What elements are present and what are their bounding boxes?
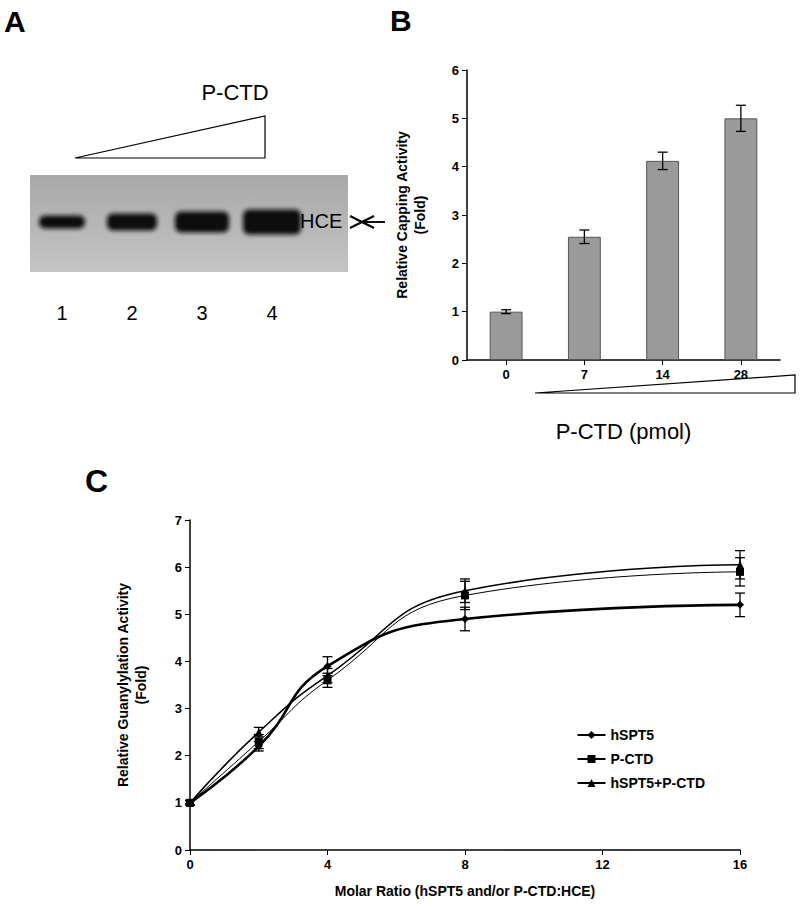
svg-text:8: 8	[461, 857, 468, 872]
svg-text:0: 0	[186, 857, 193, 872]
svg-text:4: 4	[175, 654, 183, 669]
svg-text:P-CTD (pmol): P-CTD (pmol)	[556, 419, 692, 444]
svg-text:7: 7	[175, 513, 182, 528]
svg-text:1: 1	[56, 302, 67, 324]
svg-text:16: 16	[733, 857, 747, 872]
svg-text:A: A	[4, 5, 26, 38]
svg-text:4: 4	[324, 857, 332, 872]
svg-text:3: 3	[175, 701, 182, 716]
svg-text:5: 5	[175, 607, 182, 622]
svg-text:6: 6	[452, 63, 459, 78]
svg-text:hSPT5: hSPT5	[610, 727, 654, 743]
svg-text:4: 4	[266, 302, 277, 324]
svg-text:P-CTD: P-CTD	[610, 751, 653, 767]
svg-text:2: 2	[452, 256, 459, 271]
svg-text:0: 0	[452, 353, 459, 368]
svg-text:3: 3	[196, 302, 207, 324]
svg-text:P-CTD: P-CTD	[201, 80, 268, 105]
svg-text:Relative Guanylylation Activit: Relative Guanylylation Activity	[115, 583, 131, 787]
svg-text:Relative Capping Activity: Relative Capping Activity	[394, 131, 410, 299]
svg-text:14: 14	[655, 367, 670, 382]
svg-text:(Fold): (Fold)	[412, 196, 428, 235]
svg-text:5: 5	[452, 111, 459, 126]
svg-text:1: 1	[452, 304, 459, 319]
svg-text:6: 6	[175, 560, 182, 575]
svg-text:28: 28	[734, 367, 748, 382]
svg-text:2: 2	[175, 748, 182, 763]
svg-text:12: 12	[595, 857, 609, 872]
svg-text:7: 7	[581, 367, 588, 382]
html-text:HCE: HCE	[300, 210, 343, 232]
svg-text:0: 0	[175, 843, 182, 858]
svg-text:hSPT5+P-CTD: hSPT5+P-CTD	[610, 775, 705, 791]
svg-text:B: B	[390, 4, 412, 37]
svg-text:Molar Ratio (hSPT5 and/or P-CT: Molar Ratio (hSPT5 and/or P-CTD:HCE)	[335, 883, 596, 899]
svg-text:1: 1	[175, 795, 182, 810]
svg-text:3: 3	[452, 208, 459, 223]
svg-text:C: C	[85, 463, 108, 499]
svg-text:(Fold): (Fold)	[133, 666, 149, 705]
svg-text:2: 2	[126, 302, 137, 324]
svg-text:0: 0	[503, 367, 510, 382]
svg-text:4: 4	[452, 159, 460, 174]
